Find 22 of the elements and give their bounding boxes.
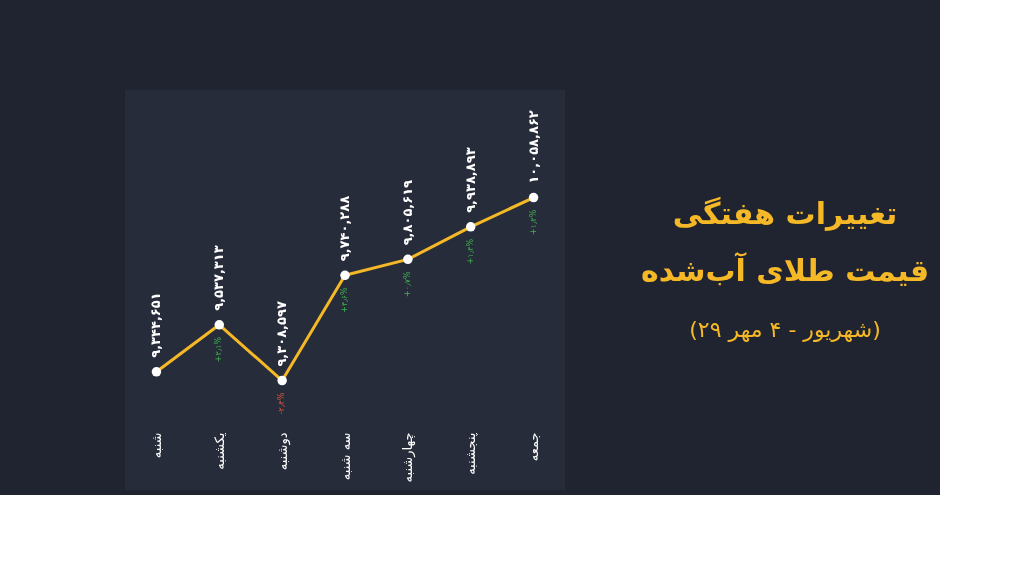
x-tick-label: دوشنبه [274, 432, 291, 471]
text: تغییرات هفتگی قیمت طلای آب‌شده [640, 196, 930, 288]
annotation: -۲٫۴% [277, 392, 287, 415]
data-label: ۹,۳۰۸,۵۹۷ [274, 301, 290, 367]
annotation: +۴٫۶% [340, 286, 349, 313]
data-label: ۹,۸۰۵,۶۱۹ [399, 179, 415, 246]
x-tick-label: چهارشنبه [400, 432, 417, 483]
annotation: +۲٫۱% [214, 336, 224, 363]
data-label: ۱۰,۰۵۸,۸۶۲ [525, 110, 541, 184]
data-label: ۹,۵۳۷,۳۱۳ [211, 245, 227, 311]
x-tick-label: پنجشنبه [463, 432, 479, 475]
annotation: +۱٫۲% [528, 209, 538, 236]
x-tick-label: سه شنبه [337, 432, 353, 481]
annotation: +۰٫۷% [402, 270, 412, 297]
x-tick-label: یکشنبه [211, 432, 227, 470]
text: (۲۹ شهریور - ۴ مهر) [689, 317, 881, 342]
data-label: ۹,۷۴۰,۲۸۸ [337, 195, 352, 262]
annotation: +۱٫۴% [465, 238, 475, 265]
data-label: ۹,۹۳۸,۸۹۳ [462, 147, 478, 213]
x-tick-label: جمعه [526, 432, 542, 462]
x-tick-label: شنبه [148, 432, 164, 459]
data-label: ۹,۳۴۴,۶۵۱ [148, 292, 164, 358]
